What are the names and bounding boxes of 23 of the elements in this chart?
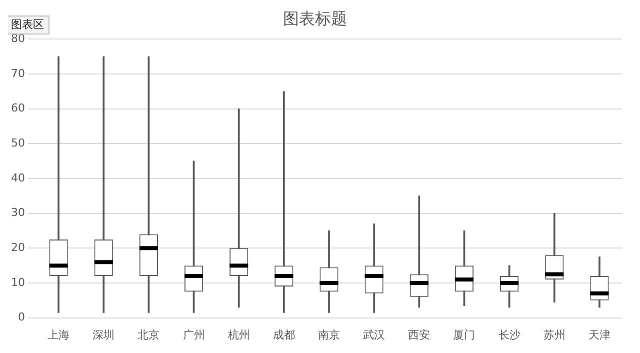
- x-tick-label: 武汉: [363, 328, 386, 342]
- x-tick-label: 长沙: [498, 328, 520, 342]
- y-tick-label: 0: [18, 310, 25, 324]
- y-tick-label: 20: [10, 241, 25, 254]
- x-tick-label: 苏州: [543, 328, 566, 342]
- text: 图表区: [10, 18, 44, 31]
- x-tick-label: 北京: [138, 328, 160, 342]
- x-tick-label: 天津: [588, 328, 610, 342]
- y-tick-label: 70: [10, 66, 25, 80]
- y-tick-label: 60: [10, 102, 25, 115]
- x-tick-label: 西安: [408, 328, 430, 342]
- x-tick-label: 成都: [272, 328, 295, 342]
- y-tick-label: 30: [10, 206, 25, 220]
- x-tick-label: 南京: [318, 328, 340, 342]
- x-tick-label: 上海: [48, 328, 70, 342]
- x-tick-label: 杭州: [226, 328, 250, 342]
- y-tick-label: 40: [10, 171, 25, 184]
- x-tick-label: 广州: [182, 328, 205, 342]
- y-tick-label: 10: [10, 276, 25, 289]
- x-tick-label: 深圳: [92, 328, 115, 342]
- x-tick-label: 厦门: [453, 328, 476, 342]
- chart-title: 图表标题: [283, 8, 347, 28]
- y-tick-label: 50: [10, 136, 25, 150]
